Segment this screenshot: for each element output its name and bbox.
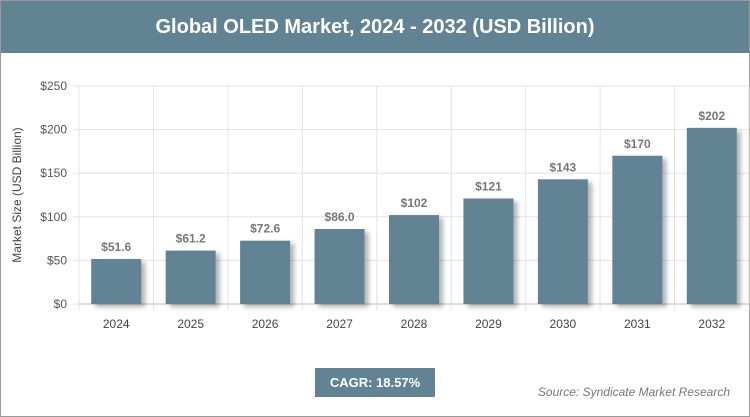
- bar: [165, 250, 216, 304]
- y-tick-label: $150: [40, 166, 67, 180]
- bar: [686, 127, 737, 304]
- y-tick-label: $100: [40, 210, 67, 224]
- x-tick-label: 2028: [401, 317, 428, 331]
- bar: [389, 215, 439, 304]
- chart-title: Global OLED Market, 2024 - 2032 (USD Bil…: [1, 1, 749, 53]
- data-label: $72.6: [250, 222, 280, 236]
- data-label: $170: [624, 137, 651, 151]
- x-tick-label: 2027: [326, 317, 353, 331]
- x-tick-label: 2030: [550, 317, 577, 331]
- x-tick-label: 2032: [698, 317, 725, 331]
- data-label: $61.2: [176, 232, 206, 246]
- x-tick-label: 2024: [103, 317, 130, 331]
- y-tick-label: $200: [40, 123, 67, 137]
- bar: [463, 198, 514, 304]
- x-tick-label: 2031: [624, 317, 651, 331]
- data-label: $51.6: [101, 240, 131, 254]
- data-label: $143: [550, 160, 577, 174]
- y-tick-label: $250: [40, 79, 67, 93]
- source-note: Source: Syndicate Market Research: [537, 385, 730, 399]
- y-tick-label: $50: [47, 253, 67, 267]
- x-tick-label: 2025: [177, 317, 204, 331]
- data-label: $202: [698, 109, 725, 123]
- bar: [612, 155, 663, 304]
- data-label: $86.0: [325, 210, 355, 224]
- data-label: $102: [401, 196, 428, 210]
- cagr-badge: CAGR: 18.57%: [315, 368, 435, 397]
- x-tick-label: 2029: [475, 317, 502, 331]
- y-axis-title: Market Size (USD Billion): [10, 127, 24, 262]
- bar: [537, 179, 588, 304]
- bar: [314, 229, 365, 304]
- bar: [240, 240, 291, 304]
- y-tick-label: $0: [54, 297, 68, 311]
- bar: [91, 259, 142, 304]
- data-label: $121: [475, 179, 502, 193]
- x-tick-label: 2026: [252, 317, 279, 331]
